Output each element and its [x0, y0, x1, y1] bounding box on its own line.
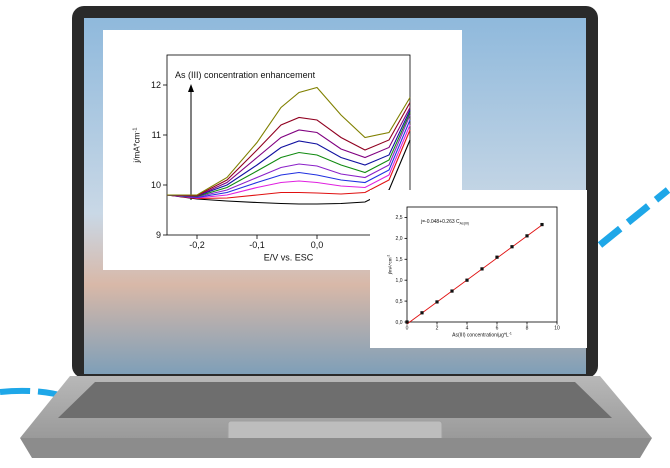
axis-label-sup: -2: [387, 254, 391, 257]
axis-label-text: As(III) concentration/µg*L: [452, 333, 509, 339]
y-tick-label: 2,0: [396, 236, 403, 242]
chart-panel: [370, 190, 587, 348]
y-tick-label: 10: [151, 180, 161, 190]
x-tick-label: 0: [406, 326, 409, 332]
annotation-text: j=-0.048+0.263 C: [420, 219, 460, 225]
scatter-point: [525, 234, 528, 237]
y-tick-label: 2,5: [396, 215, 403, 221]
scatter-point: [420, 311, 423, 314]
axis-label-text: j/mA*cm: [388, 257, 393, 275]
x-tick-label: 4: [466, 326, 469, 332]
axis-label: E/V vs. ESC: [264, 253, 314, 263]
y-tick-label: 1,5: [396, 257, 403, 263]
x-tick-label: 10: [554, 326, 560, 332]
y-tick-label: 0,5: [396, 299, 403, 305]
scatter-point: [405, 320, 408, 323]
axis-label-sup: -1: [509, 332, 512, 336]
scatter-point: [465, 279, 468, 282]
x-tick-label: -0,2: [189, 240, 205, 250]
annotation: As (III) concentration enhancement: [175, 70, 316, 80]
page: -0,2-0,10,09101112E/V vs. ESCj/mA*cm-1As…: [0, 0, 670, 468]
scatter-point: [435, 300, 438, 303]
y-tick-label: 12: [151, 80, 161, 90]
x-tick-label: 6: [496, 326, 499, 332]
y-tick-label: 1,0: [396, 278, 403, 284]
scatter-point: [480, 267, 483, 270]
scatter-point: [495, 256, 498, 259]
decoration: [600, 190, 668, 245]
axis-label: As(III) concentration/µg*L-1: [452, 332, 512, 339]
y-tick-label: 11: [152, 130, 161, 140]
x-tick-label: 0,0: [311, 240, 324, 250]
axis-label: j/mA*cm-2: [387, 254, 393, 275]
axis-label: j/mA*cm-1: [132, 127, 141, 163]
y-tick-label: 9: [156, 230, 161, 240]
scatter-point: [540, 223, 543, 226]
scatter-point: [450, 289, 453, 292]
keyboard: [58, 382, 612, 418]
x-tick-label: -0,1: [249, 240, 265, 250]
annotation-subscript: As(III): [460, 222, 469, 226]
laptop-edge: [20, 438, 652, 458]
y-tick-label: 0,0: [396, 320, 403, 326]
axis-label-sup: -1: [132, 127, 138, 132]
axis-label-text: j/mA*cm: [133, 132, 142, 163]
x-tick-label: 8: [526, 326, 529, 332]
scatter-point: [510, 245, 513, 248]
x-tick-label: 2: [436, 326, 439, 332]
